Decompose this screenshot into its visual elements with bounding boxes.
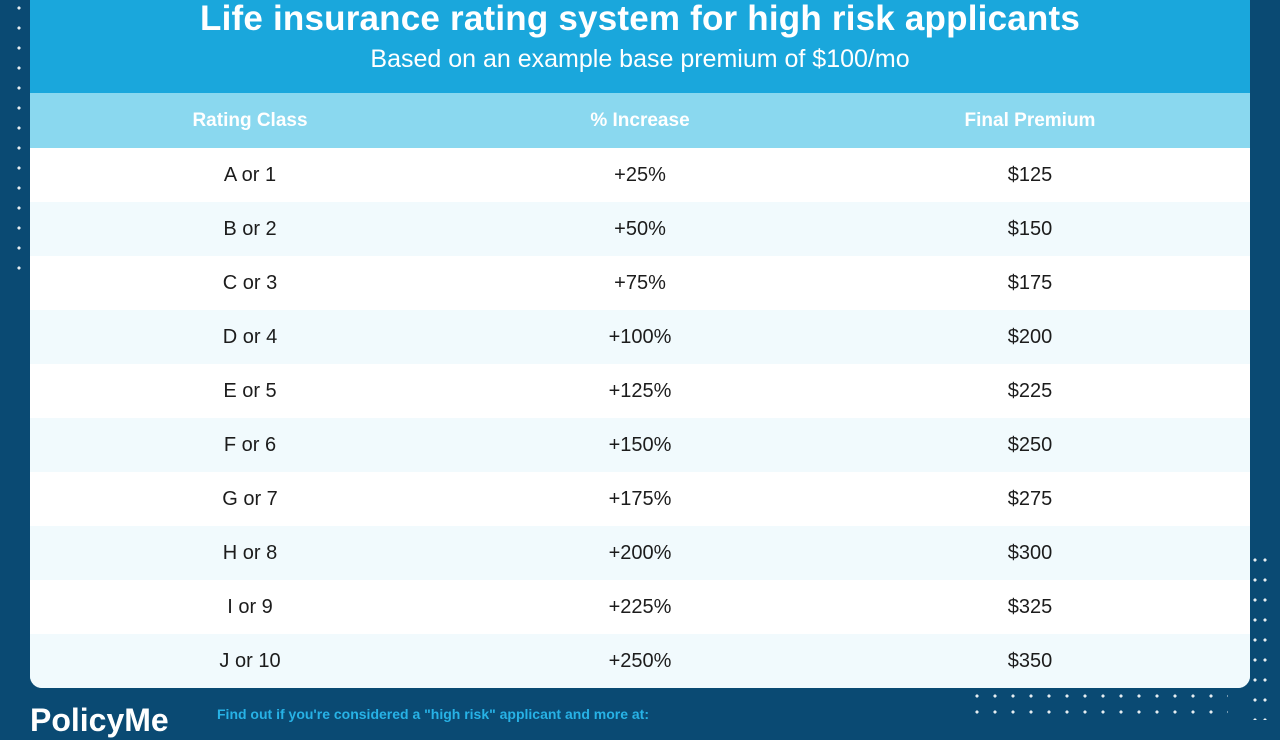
table-header-row: Rating Class % Increase Final Premium [30,93,1250,148]
column-header-rating-class: Rating Class [192,109,308,131]
table-row: B or 2 +50% $150 [30,202,1250,256]
rating-class-cell: I or 9 [227,595,273,618]
percent-increase-cell: +125% [608,379,672,402]
table-row: G or 7 +175% $275 [30,472,1250,526]
rating-class-cell: H or 8 [222,541,278,564]
table-row: C or 3 +75% $175 [30,256,1250,310]
rating-class-cell: C or 3 [222,271,278,294]
rating-class-cell: G or 7 [222,487,278,510]
final-premium-cell: $325 [1007,595,1053,618]
percent-increase-cell: +100% [608,325,672,348]
column-header-final-premium: Final Premium [964,109,1096,131]
rating-table-card: Life insurance rating system for high ri… [30,0,1250,688]
decorative-dots-bottom [968,688,1228,720]
rating-class-cell: D or 4 [222,325,278,348]
final-premium-cell: $225 [1007,379,1053,402]
percent-increase-cell: +225% [608,595,672,618]
brand-logo: PolicyMe [30,702,169,738]
rating-class-cell: F or 6 [223,433,277,456]
final-premium-cell: $300 [1007,541,1053,564]
final-premium-cell: $175 [1007,271,1053,294]
rating-class-cell: J or 10 [219,649,281,672]
card-header: Life insurance rating system for high ri… [30,0,1250,93]
percent-increase-cell: +175% [608,487,672,510]
final-premium-cell: $250 [1007,433,1053,456]
decorative-dots-right [1250,550,1270,720]
final-premium-cell: $125 [1007,163,1053,186]
table-row: J or 10 +250% $350 [30,634,1250,688]
table-row: E or 5 +125% $225 [30,364,1250,418]
table-row: F or 6 +150% $250 [30,418,1250,472]
rating-class-cell: E or 5 [223,379,277,402]
percent-increase-cell: +150% [608,433,672,456]
percent-increase-cell: +75% [614,271,666,294]
column-header-percent-increase: % Increase [590,109,690,131]
percent-increase-cell: +50% [614,217,666,240]
table-row: D or 4 +100% $200 [30,310,1250,364]
rating-class-cell: B or 2 [223,217,277,240]
footer-cta-text: Find out if you're considered a "high ri… [217,706,649,722]
rating-class-cell: A or 1 [223,163,277,186]
rating-table: Rating Class % Increase Final Premium A … [30,93,1250,688]
decorative-dots-left [14,0,24,270]
final-premium-cell: $350 [1007,649,1053,672]
page-subtitle: Based on an example base premium of $100… [370,45,910,73]
percent-increase-cell: +25% [614,163,666,186]
percent-increase-cell: +250% [608,649,672,672]
final-premium-cell: $150 [1007,217,1053,240]
percent-increase-cell: +200% [608,541,672,564]
table-row: H or 8 +200% $300 [30,526,1250,580]
page-title: Life insurance rating system for high ri… [200,0,1080,38]
table-row: I or 9 +225% $325 [30,580,1250,634]
final-premium-cell: $275 [1007,487,1053,510]
final-premium-cell: $200 [1007,325,1053,348]
table-row: A or 1 +25% $125 [30,148,1250,202]
